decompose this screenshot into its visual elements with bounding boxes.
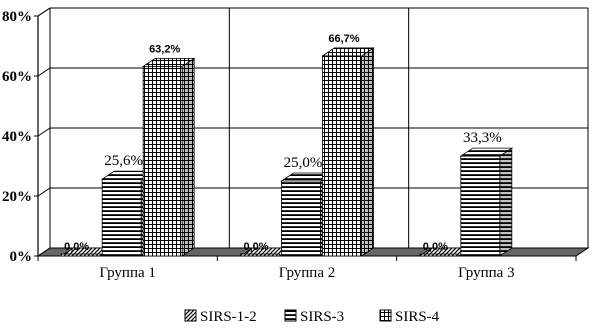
y-tick-labels: 0% 20% 40% 60% 80% <box>2 9 32 265</box>
gridline-slant <box>37 127 51 137</box>
y-tick-label: 60% <box>2 69 32 85</box>
x-category-label: Группа 2 <box>279 265 336 281</box>
gridline-slant <box>37 67 51 77</box>
legend-swatch <box>379 309 392 322</box>
data-label: 66,7% <box>328 33 359 45</box>
bar-sirs-4-group-1 <box>141 57 196 257</box>
x-category-label: Группа 1 <box>99 265 156 281</box>
x-category-label: Группа 3 <box>458 265 515 281</box>
y-tick-label: 20% <box>2 189 32 205</box>
axes <box>34 7 577 261</box>
y-tick-label: 80% <box>2 9 32 25</box>
legend-label: SIRS-4 <box>395 309 440 325</box>
bar-sirs-1-2-group-2 <box>239 247 293 257</box>
bar-sirs-3-group-3 <box>459 147 514 257</box>
legend-label: SIRS-3 <box>300 309 344 325</box>
data-labels: 0,0% 25,6% 63,2% 0,0% 25,0% 66,7% 0,0% 33,3% <box>64 33 502 253</box>
bars <box>59 47 514 257</box>
data-label: 0,0% <box>243 241 268 253</box>
data-label: 25,0% <box>284 155 323 171</box>
top-edge <box>37 7 51 17</box>
data-label: 63,2% <box>149 43 180 55</box>
gridline-slant <box>37 187 51 197</box>
data-label: 0,0% <box>64 241 89 253</box>
legend-swatch <box>284 309 297 322</box>
y-tick-label: 40% <box>2 129 32 145</box>
data-label: 25,6% <box>104 153 143 169</box>
legend-swatch <box>184 309 197 322</box>
y-tick-label: 0% <box>10 249 33 265</box>
data-label: 33,3% <box>463 130 502 146</box>
legend: SIRS-1-2 SIRS-3 SIRS-4 <box>184 309 440 325</box>
legend-label: SIRS-1-2 <box>200 309 257 325</box>
data-label: 0,0% <box>423 241 448 253</box>
bar-sirs-4-group-2 <box>321 47 375 257</box>
category-labels: Группа 1 Группа 2 Группа 3 <box>99 265 514 281</box>
